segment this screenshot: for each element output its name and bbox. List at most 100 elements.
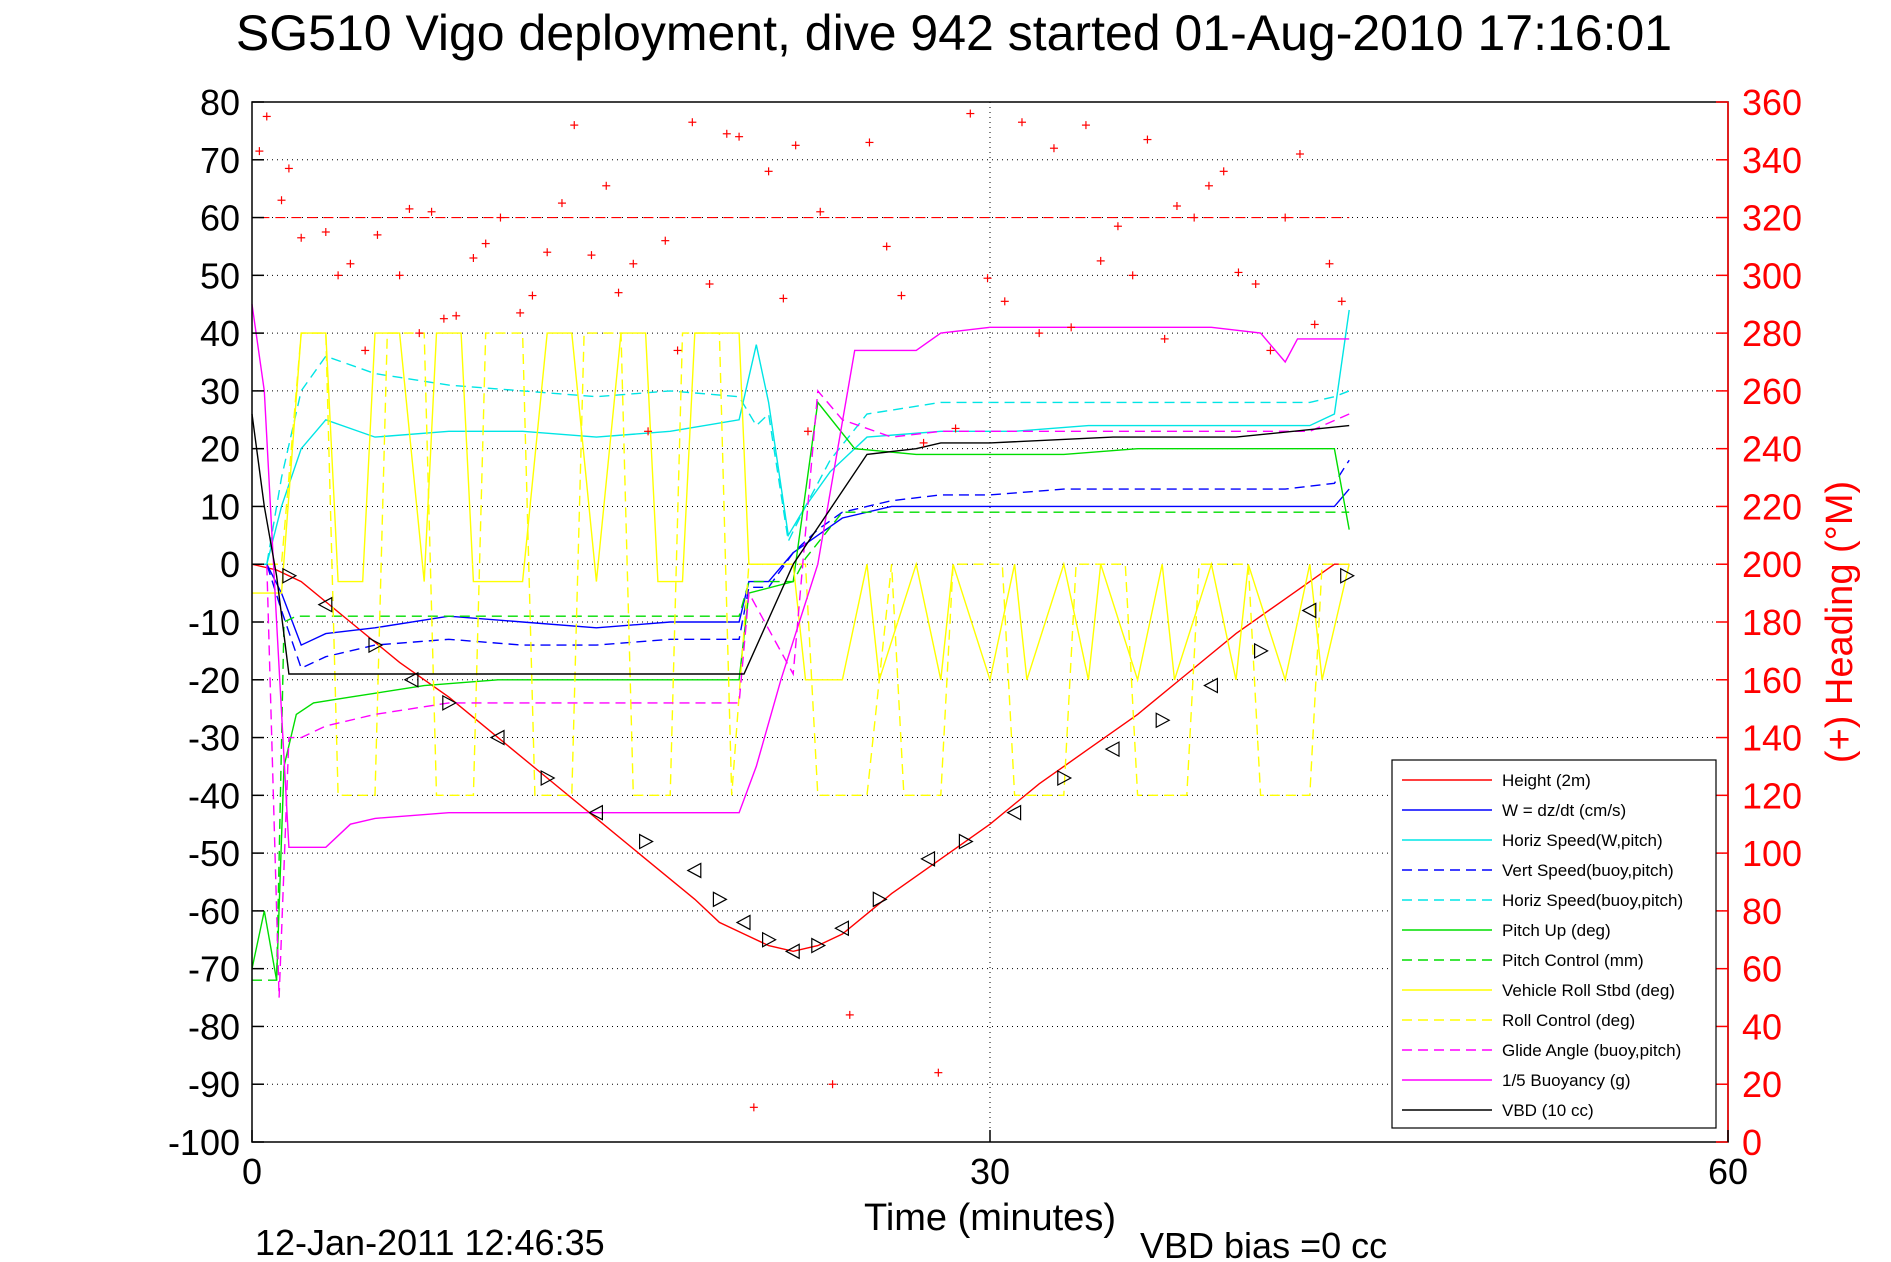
heading-point (722, 129, 731, 138)
y-right-tick-label: 0 (1742, 1122, 1762, 1163)
heading-point (395, 271, 404, 280)
x-axis: 0 30 60 (242, 1130, 1748, 1192)
heading-point (828, 1080, 837, 1089)
heading-point (865, 138, 874, 147)
heading-point (735, 132, 744, 141)
heading-point (1266, 346, 1275, 355)
height-marker (834, 920, 850, 937)
heading-point (1081, 121, 1090, 130)
legend-label-1: Height (2m) (1502, 771, 1591, 790)
heading-point (1017, 118, 1026, 127)
y-right-tick-label: 260 (1742, 371, 1802, 412)
y-tick-label: 10 (200, 486, 240, 527)
series-line-2 (252, 488, 1350, 647)
heading-point (1190, 213, 1199, 222)
heading-point (966, 109, 975, 118)
series-line-7 (252, 511, 1350, 981)
heading-point (528, 291, 537, 300)
heading-point (934, 1068, 943, 1077)
height-marker (1006, 804, 1022, 821)
y-right-tick-label: 320 (1742, 198, 1802, 239)
height-marker (317, 596, 333, 613)
height-marker (1340, 567, 1355, 584)
height-marker (588, 804, 604, 821)
series-line-1 (251, 563, 1350, 953)
height-marker (489, 729, 505, 746)
heading-point (297, 233, 306, 242)
heading-point (361, 346, 370, 355)
height-marker (442, 694, 458, 711)
y-right-tick-label: 240 (1742, 429, 1802, 470)
heading-point (791, 141, 800, 150)
heading-point (1234, 268, 1243, 277)
heading-point (816, 207, 825, 216)
heading-point (321, 228, 330, 236)
height-marker (282, 567, 298, 584)
heading-point (1295, 150, 1304, 158)
y-right-tick-label: 180 (1742, 602, 1802, 643)
legend-label-7: Pitch Control (mm) (1502, 951, 1644, 970)
y-tick-label: -100 (168, 1122, 240, 1163)
height-marker (403, 671, 419, 688)
heading-point (1113, 222, 1122, 231)
heading-point (951, 424, 960, 433)
series-line-10 (252, 389, 1350, 998)
footer-bias: VBD bias =0 cc (1140, 1225, 1387, 1262)
legend-box (1391, 759, 1717, 1129)
height-marker (540, 769, 556, 787)
x-axis-label: Time (minutes) (864, 1197, 1116, 1239)
height-marker (1203, 677, 1219, 694)
heading-point (673, 346, 682, 355)
y-right-tick-label: 60 (1742, 949, 1782, 990)
heading-point (614, 288, 623, 297)
heading-point (496, 213, 505, 222)
heading-point (557, 199, 566, 208)
y-tick-label: -40 (188, 775, 240, 816)
y-right-tick-label: 300 (1742, 255, 1802, 296)
heading-point (919, 438, 928, 447)
legend-label-9: Roll Control (deg) (1502, 1011, 1635, 1030)
series-line-9 (252, 332, 1350, 796)
series-line-4 (252, 459, 1350, 670)
heading-point (346, 259, 355, 268)
heading-point (373, 230, 382, 239)
height-marker (712, 891, 728, 908)
heading-point (427, 207, 436, 216)
heading-point (897, 291, 906, 300)
heading-point (779, 294, 788, 303)
height-marker (735, 914, 751, 931)
heading-points (255, 109, 1346, 1112)
heading-point (749, 1103, 758, 1112)
y-right-tick-label: 360 (1742, 82, 1802, 123)
y-tick-label: -90 (188, 1064, 240, 1105)
y-right-tick-label: 160 (1742, 660, 1802, 701)
x-tick-label: 60 (1708, 1151, 1748, 1192)
heading-point (469, 254, 478, 262)
y-right-tick-label: 40 (1742, 1006, 1782, 1047)
heading-point (1310, 320, 1319, 329)
heading-point (439, 314, 448, 323)
heading-point (1204, 181, 1213, 190)
y-tick-label: 60 (200, 198, 240, 239)
heading-point (284, 164, 293, 173)
heading-point (481, 239, 490, 248)
y-tick-label: -30 (188, 718, 240, 759)
heading-point (1251, 280, 1260, 288)
y-tick-label: -80 (188, 1006, 240, 1047)
height-marker (368, 637, 384, 654)
heading-point (1160, 334, 1169, 343)
x-tick-label: 0 (242, 1151, 262, 1192)
heading-point (1172, 202, 1181, 210)
heading-point (629, 259, 638, 268)
height-marker (784, 943, 800, 960)
height-marker (1155, 712, 1171, 729)
height-marker (638, 833, 654, 850)
y-tick-label: 20 (200, 429, 240, 470)
height-marker (1301, 602, 1317, 619)
heading-point (1096, 256, 1105, 265)
series-line-11 (251, 304, 1350, 848)
legend-label-4: Vert Speed(buoy,pitch) (1502, 861, 1674, 880)
heading-point (1000, 297, 1009, 306)
y-right-tick-label: 80 (1742, 891, 1782, 932)
